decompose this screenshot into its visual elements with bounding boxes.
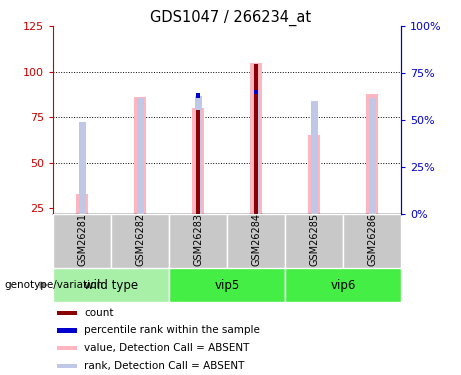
- Bar: [57, 346, 77, 350]
- Bar: [192, 108, 204, 214]
- Bar: [227, 214, 285, 268]
- Text: count: count: [84, 308, 114, 318]
- Bar: [57, 364, 77, 368]
- Bar: [254, 90, 258, 94]
- Bar: [53, 214, 111, 268]
- Text: percentile rank within the sample: percentile rank within the sample: [84, 326, 260, 336]
- Text: GSM26281: GSM26281: [77, 213, 87, 266]
- Bar: [134, 97, 147, 214]
- Text: wild type: wild type: [84, 279, 138, 291]
- Text: GSM26282: GSM26282: [135, 213, 145, 266]
- Bar: [196, 110, 200, 214]
- Bar: [53, 268, 169, 302]
- Text: rank, Detection Call = ABSENT: rank, Detection Call = ABSENT: [84, 361, 245, 371]
- Bar: [366, 94, 378, 214]
- Text: GSM26283: GSM26283: [193, 213, 203, 266]
- Bar: [254, 64, 258, 214]
- Bar: [343, 214, 401, 268]
- Bar: [253, 92, 260, 214]
- Bar: [57, 310, 77, 315]
- Bar: [57, 328, 77, 333]
- Text: genotype/variation: genotype/variation: [5, 280, 104, 290]
- Bar: [250, 63, 262, 214]
- Bar: [369, 98, 376, 214]
- Bar: [78, 122, 85, 214]
- Bar: [76, 194, 89, 214]
- Bar: [285, 268, 401, 302]
- Bar: [195, 96, 201, 214]
- Bar: [111, 214, 169, 268]
- Text: GSM26284: GSM26284: [251, 213, 261, 266]
- Text: value, Detection Call = ABSENT: value, Detection Call = ABSENT: [84, 343, 250, 353]
- Bar: [311, 101, 318, 214]
- Bar: [169, 214, 227, 268]
- Bar: [169, 268, 285, 302]
- Text: vip5: vip5: [214, 279, 240, 291]
- Text: GSM26285: GSM26285: [309, 213, 319, 266]
- Text: vip6: vip6: [331, 279, 356, 291]
- Bar: [196, 93, 200, 98]
- Bar: [136, 98, 143, 214]
- Bar: [307, 135, 320, 214]
- Bar: [285, 214, 343, 268]
- Text: GDS1047 / 266234_at: GDS1047 / 266234_at: [150, 9, 311, 26]
- Text: GSM26286: GSM26286: [367, 213, 377, 266]
